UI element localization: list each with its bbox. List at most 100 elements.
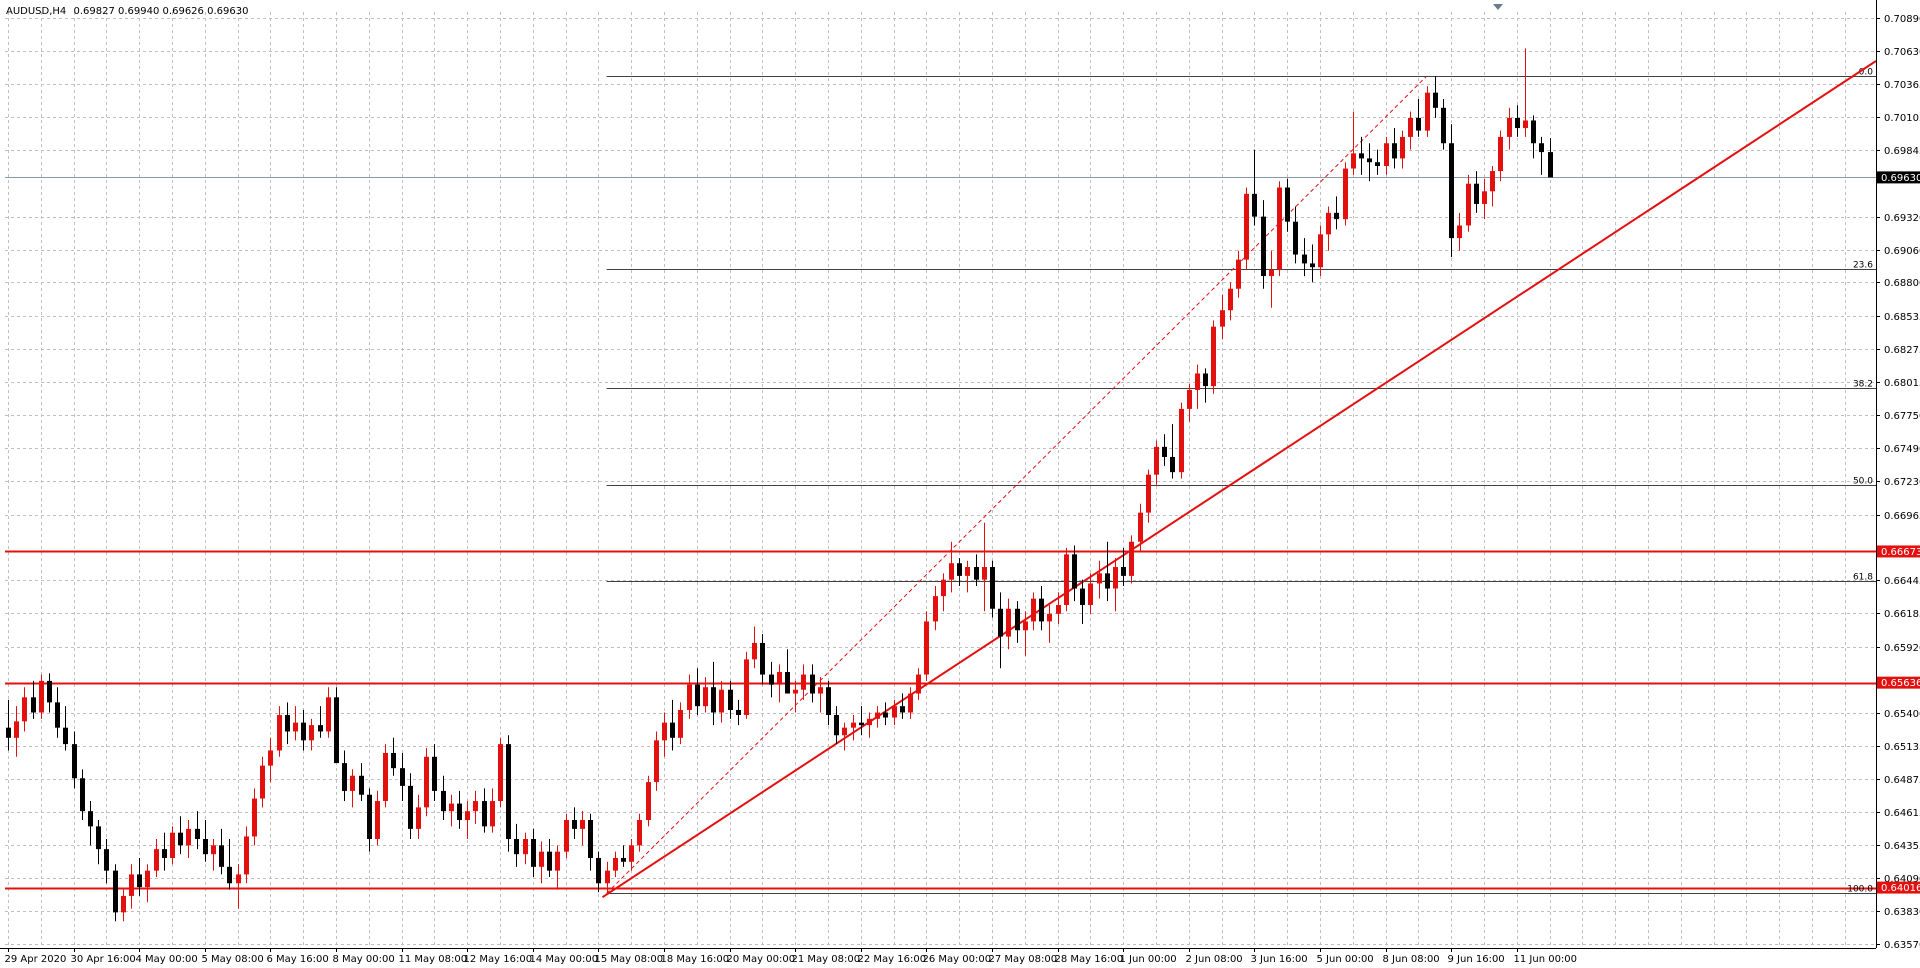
candle-body bbox=[703, 687, 708, 707]
candle-body bbox=[801, 674, 806, 690]
x-tick-label: 20 May 00:00 bbox=[727, 954, 796, 965]
x-tick-label: 11 May 08:00 bbox=[399, 954, 468, 965]
candle-body bbox=[1482, 191, 1487, 204]
candle-body bbox=[596, 857, 601, 884]
candle-body bbox=[662, 722, 667, 741]
candle-body bbox=[227, 866, 232, 884]
fib-level-label: 23.6 bbox=[1853, 261, 1873, 271]
candle-body bbox=[621, 857, 626, 862]
level-price-tag: 0.64016 bbox=[1881, 883, 1920, 894]
candle-body bbox=[818, 687, 823, 694]
candle-body bbox=[1507, 117, 1512, 137]
y-tick-label: 0.65135 bbox=[1884, 742, 1920, 753]
candle-body bbox=[1138, 512, 1143, 542]
candle-body bbox=[137, 874, 142, 888]
y-tick-label: 0.66445 bbox=[1884, 576, 1920, 587]
candle-body bbox=[1425, 92, 1430, 131]
fib-level-label: 100.0 bbox=[1847, 885, 1873, 895]
candle-body bbox=[334, 697, 339, 764]
candle-body bbox=[1154, 446, 1159, 475]
candle-body bbox=[1039, 598, 1044, 622]
candle-body bbox=[498, 744, 503, 802]
candle-body bbox=[1523, 120, 1528, 129]
candle-body bbox=[449, 803, 454, 812]
current-price-tag-bg bbox=[1877, 171, 1920, 184]
y-tick-label: 0.63570 bbox=[1884, 940, 1920, 951]
candle-body bbox=[121, 895, 126, 913]
candle-body bbox=[547, 851, 552, 871]
candle-body bbox=[260, 765, 265, 799]
x-tick-label: 29 Apr 2020 bbox=[5, 954, 67, 965]
candle-body bbox=[654, 740, 659, 783]
candle-body bbox=[728, 689, 733, 710]
candle-body bbox=[892, 706, 897, 718]
x-tick-label: 8 Jun 08:00 bbox=[1383, 954, 1440, 965]
x-tick-label: 14 May 00:00 bbox=[530, 954, 599, 965]
candle-body bbox=[769, 674, 774, 685]
grid bbox=[5, 12, 1876, 948]
candle-body bbox=[1220, 310, 1225, 327]
candle-body bbox=[785, 672, 790, 694]
candle-body bbox=[244, 836, 249, 875]
fibonacci-retracement[interactable]: 0.0 23.6 38.2 50.0 61.8 100.0 bbox=[606, 68, 1876, 895]
candle-body bbox=[851, 722, 856, 728]
level-price-tag-bg bbox=[1877, 881, 1920, 894]
trendline[interactable] bbox=[601, 60, 1877, 899]
x-tick-label: 12 May 16:00 bbox=[464, 954, 533, 965]
candle-body bbox=[186, 828, 191, 846]
candle-body bbox=[965, 567, 970, 576]
candle-body bbox=[55, 702, 60, 728]
x-tick-label: 28 May 16:00 bbox=[1055, 954, 1124, 965]
candle-body bbox=[629, 845, 634, 862]
candle-body bbox=[1548, 152, 1553, 178]
candle-body bbox=[957, 563, 962, 576]
y-tick-label: 0.70365 bbox=[1884, 80, 1920, 91]
candle-body bbox=[1146, 474, 1151, 513]
candle-body bbox=[900, 706, 905, 713]
candle-body bbox=[63, 727, 68, 745]
candle-body bbox=[1015, 608, 1020, 631]
x-tick-label: 9 Jun 16:00 bbox=[1448, 954, 1505, 965]
x-tick-label: 3 Jun 16:00 bbox=[1251, 954, 1308, 965]
candle-body bbox=[391, 752, 396, 769]
candle-body bbox=[1293, 221, 1298, 255]
candle-body bbox=[1449, 143, 1454, 239]
candle-body bbox=[514, 839, 519, 855]
candle-body bbox=[129, 874, 134, 896]
trend-lines[interactable] bbox=[601, 60, 1877, 899]
candle-body bbox=[14, 721, 19, 738]
candle-body bbox=[1359, 153, 1364, 159]
x-tick-label: 1 Jun 00:00 bbox=[1120, 954, 1177, 965]
fib-level-label: 0.0 bbox=[1859, 68, 1874, 78]
candle-body bbox=[211, 845, 216, 855]
candle-body bbox=[1498, 136, 1503, 172]
level-price-tag: 0.65636 bbox=[1881, 678, 1920, 689]
y-tick-label: 0.64615 bbox=[1884, 808, 1920, 819]
candle-body bbox=[1515, 117, 1520, 129]
x-tick-label: 22 May 16:00 bbox=[858, 954, 927, 965]
x-tick-label: 11 Jun 00:00 bbox=[1514, 954, 1578, 965]
candle-body bbox=[588, 820, 593, 858]
candle-body bbox=[1113, 567, 1118, 589]
candle-body bbox=[1195, 373, 1200, 390]
candle-body bbox=[400, 768, 405, 786]
candle-body bbox=[539, 851, 544, 867]
candle-body bbox=[1187, 389, 1192, 409]
fib-diagonal-dashed-line[interactable] bbox=[606, 75, 1427, 894]
candle-body bbox=[1006, 608, 1011, 637]
candle-body bbox=[1064, 554, 1069, 605]
candle-body bbox=[793, 689, 798, 694]
candle-body bbox=[1252, 193, 1257, 217]
candle-body bbox=[875, 712, 880, 719]
chart-shift-marker-icon[interactable] bbox=[1493, 4, 1503, 10]
y-tick-label: 0.66185 bbox=[1884, 609, 1920, 620]
candle-body bbox=[924, 621, 929, 675]
candle-body bbox=[826, 687, 831, 716]
candle-body bbox=[236, 874, 241, 884]
candle-body bbox=[1244, 193, 1249, 260]
